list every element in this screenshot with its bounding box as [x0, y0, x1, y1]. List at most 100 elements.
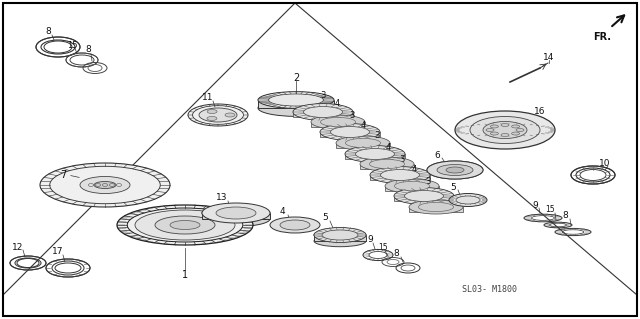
Polygon shape: [360, 164, 414, 169]
Ellipse shape: [360, 157, 414, 171]
Ellipse shape: [170, 220, 200, 229]
Ellipse shape: [270, 217, 320, 233]
Polygon shape: [202, 213, 270, 219]
Text: 5: 5: [450, 182, 456, 191]
Ellipse shape: [94, 182, 116, 189]
Polygon shape: [385, 186, 439, 191]
Text: 13: 13: [216, 194, 228, 203]
Ellipse shape: [207, 116, 217, 121]
Text: 8: 8: [562, 211, 568, 220]
Text: 9: 9: [367, 235, 373, 244]
Ellipse shape: [345, 145, 405, 162]
Text: 2: 2: [293, 73, 299, 83]
Ellipse shape: [314, 229, 366, 241]
Text: 4: 4: [385, 144, 390, 152]
Text: 15: 15: [378, 243, 388, 253]
Text: 4: 4: [360, 121, 365, 130]
Text: 8: 8: [85, 46, 91, 55]
Ellipse shape: [449, 194, 487, 206]
Ellipse shape: [303, 107, 342, 117]
Ellipse shape: [269, 94, 323, 106]
Ellipse shape: [409, 200, 463, 214]
Ellipse shape: [446, 167, 464, 173]
Text: FR.: FR.: [593, 32, 611, 42]
Ellipse shape: [211, 208, 260, 219]
Ellipse shape: [437, 165, 473, 175]
Polygon shape: [336, 143, 390, 148]
Ellipse shape: [427, 161, 483, 179]
Ellipse shape: [293, 104, 353, 120]
Ellipse shape: [370, 167, 430, 183]
Ellipse shape: [394, 188, 454, 204]
Ellipse shape: [202, 203, 270, 223]
Polygon shape: [394, 196, 454, 201]
Ellipse shape: [155, 216, 215, 234]
Ellipse shape: [470, 116, 540, 144]
Text: 16: 16: [534, 108, 546, 116]
Ellipse shape: [486, 129, 494, 131]
Ellipse shape: [322, 230, 358, 240]
Ellipse shape: [330, 127, 369, 137]
Text: 10: 10: [599, 159, 611, 167]
Text: 15: 15: [67, 41, 77, 49]
Text: 12: 12: [12, 242, 24, 251]
Text: 11: 11: [202, 93, 214, 102]
Text: 7: 7: [60, 170, 66, 180]
Ellipse shape: [355, 149, 394, 160]
Polygon shape: [370, 175, 430, 180]
Polygon shape: [314, 235, 366, 241]
Ellipse shape: [511, 125, 520, 128]
Polygon shape: [320, 132, 380, 137]
Text: 14: 14: [543, 53, 555, 62]
Ellipse shape: [280, 220, 310, 230]
Text: 4: 4: [279, 207, 285, 217]
Ellipse shape: [501, 123, 509, 127]
Ellipse shape: [225, 113, 235, 117]
Ellipse shape: [258, 92, 334, 108]
Ellipse shape: [321, 117, 356, 127]
Ellipse shape: [516, 129, 524, 131]
Ellipse shape: [346, 138, 381, 148]
Text: 3: 3: [320, 91, 326, 100]
Ellipse shape: [135, 210, 235, 240]
Ellipse shape: [381, 169, 419, 181]
Text: 17: 17: [52, 248, 64, 256]
Text: SL03- M1800: SL03- M1800: [463, 286, 518, 294]
Ellipse shape: [216, 207, 256, 219]
Polygon shape: [409, 207, 463, 212]
Text: 8: 8: [393, 249, 399, 258]
Ellipse shape: [40, 163, 170, 207]
Text: 3: 3: [374, 131, 380, 140]
Ellipse shape: [117, 205, 253, 245]
Text: 1: 1: [182, 270, 188, 280]
Polygon shape: [345, 154, 405, 159]
Ellipse shape: [202, 205, 270, 220]
Ellipse shape: [483, 122, 527, 138]
Ellipse shape: [202, 211, 270, 226]
Ellipse shape: [314, 227, 366, 242]
Ellipse shape: [80, 176, 130, 194]
Ellipse shape: [419, 203, 454, 211]
Text: 4: 4: [412, 166, 417, 174]
Ellipse shape: [490, 125, 499, 128]
Polygon shape: [311, 122, 365, 127]
Ellipse shape: [394, 182, 429, 190]
Ellipse shape: [511, 132, 520, 135]
Text: 15: 15: [545, 205, 555, 214]
Text: 4: 4: [334, 100, 340, 108]
Text: 5: 5: [322, 213, 328, 222]
Ellipse shape: [258, 100, 334, 116]
Text: 6: 6: [434, 151, 440, 160]
Text: 3: 3: [399, 155, 404, 165]
Ellipse shape: [207, 109, 217, 114]
Polygon shape: [258, 100, 334, 108]
Ellipse shape: [455, 111, 555, 149]
Ellipse shape: [321, 231, 359, 239]
Ellipse shape: [490, 132, 499, 135]
Text: 9: 9: [532, 201, 538, 210]
Ellipse shape: [404, 190, 444, 202]
Ellipse shape: [336, 136, 390, 150]
Ellipse shape: [311, 115, 365, 129]
Polygon shape: [293, 112, 353, 117]
Ellipse shape: [188, 104, 248, 126]
